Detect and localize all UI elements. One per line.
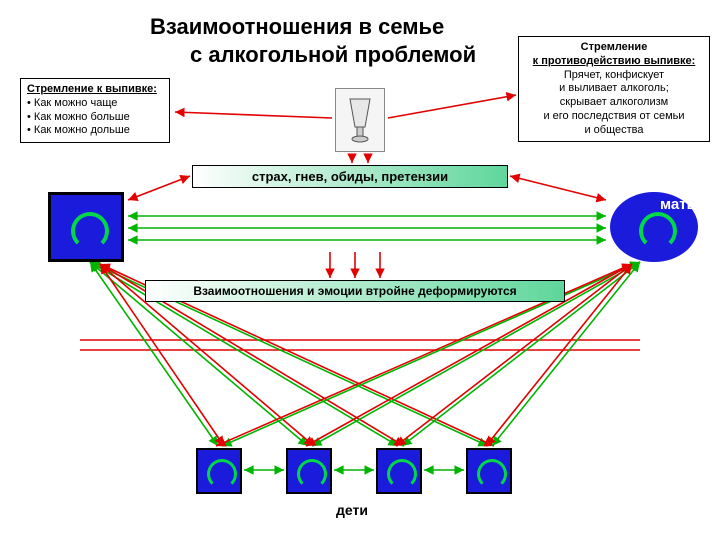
box-drive-counter-item: скрывает алкоголизм [525,96,703,110]
arc-icon [639,212,669,242]
box-drive-drink-item: • Как можно чаще [27,97,163,111]
vodka-glass-image [335,88,385,152]
child-node [196,448,242,494]
father-label: отец [60,168,94,185]
arc-icon [207,459,231,483]
box-drive-counter-item: и общества [525,124,703,138]
arc-icon [297,459,321,483]
box-drive-drink: Стремление к выпивке: • Как можно чаще •… [20,78,170,143]
children-label: дети [336,502,368,518]
child-node [466,448,512,494]
box-drive-counter-item: и выливает алкоголь; [525,82,703,96]
arc-icon [71,212,101,242]
child-node [376,448,422,494]
box-drive-drink-item: • Как можно больше [27,111,163,125]
father-node [48,192,124,262]
box-drive-counter: Стремление к противодействию выпивке: Пр… [518,36,710,142]
box-drive-counter-h1: Стремление [525,41,703,55]
box-drive-counter-item: Прячет, конфискует [525,69,703,83]
box-drive-drink-item: • Как можно дольше [27,124,163,138]
arc-icon [477,459,501,483]
mother-label: мать [660,196,696,213]
arc-icon [387,459,411,483]
child-node [286,448,332,494]
box-deform: Взаимоотношения и эмоции втройне деформи… [145,280,565,302]
page-title-line2: с алкогольной проблемой [190,42,476,68]
box-fears: страх, гнев, обиды, претензии [192,165,508,188]
box-drive-drink-heading: Стремление к выпивке: [27,83,163,97]
box-drive-counter-h2: к противодействию выпивке: [525,55,703,69]
box-drive-counter-item: и его последствия от семьи [525,110,703,124]
page-title-line1: Взаимоотношения в семье [150,14,444,40]
